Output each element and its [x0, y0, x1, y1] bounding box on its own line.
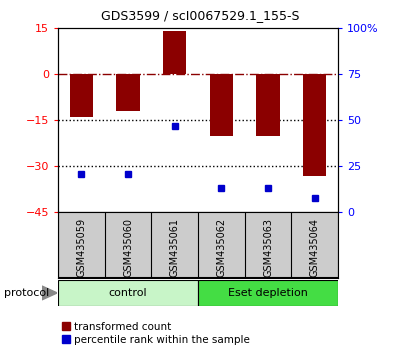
Bar [198, 280, 338, 306]
Bar [163, 32, 186, 74]
Bar [256, 74, 280, 136]
Text: protocol: protocol [4, 288, 49, 298]
Text: control: control [109, 288, 147, 298]
Text: GSM435059: GSM435059 [76, 218, 86, 277]
Text: GSM435062: GSM435062 [216, 218, 226, 277]
Bar [58, 280, 198, 306]
Bar [70, 74, 93, 117]
Text: GSM435060: GSM435060 [123, 218, 133, 276]
Bar [116, 74, 140, 111]
Text: GSM435061: GSM435061 [170, 218, 180, 276]
Text: GDS3599 / scI0067529.1_155-S: GDS3599 / scI0067529.1_155-S [101, 9, 299, 22]
Legend: transformed count, percentile rank within the sample: transformed count, percentile rank withi… [57, 317, 254, 349]
Bar [303, 74, 326, 176]
Text: Eset depletion: Eset depletion [228, 288, 308, 298]
Polygon shape [42, 286, 57, 300]
Bar [210, 74, 233, 136]
Text: GSM435063: GSM435063 [263, 218, 273, 276]
Text: GSM435064: GSM435064 [310, 218, 320, 276]
